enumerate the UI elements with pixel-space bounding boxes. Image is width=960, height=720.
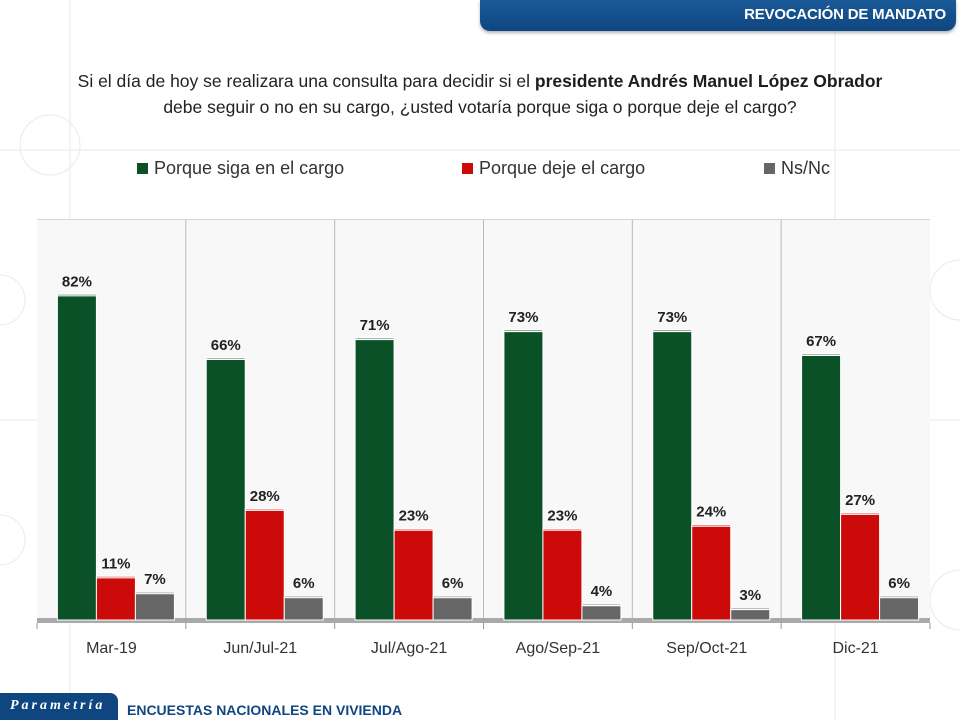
parametria-logo: Parametría (0, 693, 118, 720)
data-label: 73% (508, 309, 538, 326)
bar-siga (503, 329, 544, 621)
bar-deje (95, 575, 136, 621)
bar-nsnc (879, 595, 920, 621)
data-label: 7% (144, 571, 166, 588)
bar-deje (840, 512, 881, 621)
logo-text: Parametría (10, 698, 106, 713)
bar-siga (56, 293, 97, 621)
data-label: 23% (399, 508, 429, 525)
chart-legend: Porque siga en el cargo Porque deje el c… (0, 158, 960, 184)
legend-swatch-deje (462, 163, 473, 174)
bar-nsnc (432, 595, 473, 621)
data-label: 73% (657, 309, 687, 326)
data-label: 6% (442, 575, 464, 592)
data-label: 6% (888, 575, 910, 592)
x-axis-baseline (37, 618, 930, 623)
bar-nsnc (283, 595, 324, 621)
legend-label-deje: Porque deje el cargo (479, 158, 646, 178)
legend-label-siga: Porque siga en el cargo (154, 158, 345, 178)
footer-subtitle: ENCUESTAS NACIONALES EN VIVIENDA (127, 702, 403, 718)
section-title: REVOCACIÓN DE MANDATO (744, 6, 946, 23)
question-text-part2: debe seguir o no en su cargo, ¿usted vot… (163, 97, 797, 117)
x-tick-label: Jun/Jul-21 (223, 640, 297, 657)
data-label: 71% (360, 317, 390, 334)
x-tick-label: Jul/Ago-21 (371, 640, 448, 657)
bar-nsnc (730, 607, 771, 621)
data-label: 3% (739, 587, 761, 604)
bar-siga (354, 337, 395, 621)
data-label: 24% (696, 504, 726, 521)
bar-nsnc (134, 591, 175, 621)
legend-swatch-nsnc (764, 163, 775, 174)
bar-deje (244, 508, 285, 621)
bar-siga (652, 329, 693, 621)
bar-nsnc (581, 603, 622, 621)
x-tick-label: Mar-19 (86, 640, 137, 657)
legend-item-siga: Porque siga en el cargo (137, 158, 344, 179)
data-label: 23% (547, 508, 577, 525)
data-label: 28% (250, 488, 280, 505)
x-tick-label: Ago/Sep-21 (516, 640, 601, 657)
legend-swatch-siga (137, 163, 148, 174)
data-label: 4% (591, 583, 613, 600)
survey-question: Si el día de hoy se realizara una consul… (30, 68, 930, 120)
data-label: 82% (62, 273, 92, 290)
data-label: 6% (293, 575, 315, 592)
data-label: 67% (806, 333, 836, 350)
data-label: 11% (101, 555, 130, 572)
question-text-part1: Si el día de hoy se realizara una consul… (77, 71, 535, 91)
x-tick-label: Dic-21 (832, 640, 878, 657)
legend-label-nsnc: Ns/Nc (781, 158, 830, 178)
question-text-bold: presidente Andrés Manuel López Obrador (534, 71, 883, 91)
x-tick-label: Sep/Oct-21 (666, 640, 747, 657)
bar-siga (801, 353, 842, 621)
data-label: 66% (211, 337, 241, 354)
bar-chart: 82% 11% 7% Mar-19 66% 28% 6% Jun/Jul-21 71% 23% 6%… (36, 220, 931, 657)
legend-item-deje: Porque deje el cargo (462, 158, 645, 179)
data-label: 27% (845, 492, 875, 509)
bar-deje (691, 524, 732, 621)
bar-siga (205, 357, 246, 621)
section-banner: REVOCACIÓN DE MANDATO (480, 0, 956, 31)
bar-deje (393, 528, 434, 621)
legend-item-nsnc: Ns/Nc (764, 158, 830, 179)
bar-deje (542, 528, 583, 621)
